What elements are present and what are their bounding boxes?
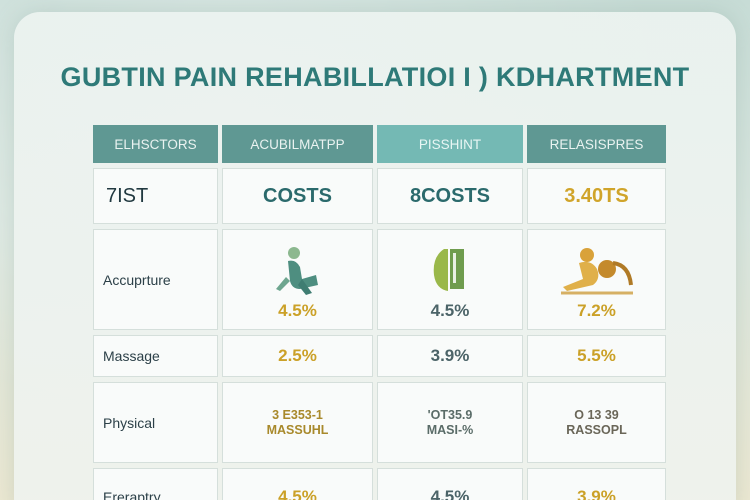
value-r3-c2-line2: MASI-%: [426, 422, 474, 437]
header-cell-1: ELHSCTORS: [93, 125, 218, 163]
value-r4-c2: 4.5%: [377, 468, 523, 500]
leaf-device-icon: [433, 249, 464, 291]
value-r2-c3: 5.5%: [527, 335, 666, 377]
value-r2-c2: 3.9%: [377, 335, 523, 377]
header-cell-4: RELASISPRES: [527, 125, 666, 163]
value-r1-c2: 4.5%: [430, 301, 470, 320]
stretching-person-icon: [275, 247, 318, 295]
page-title: GUBTIN PAIN REHABILLATIOI I ) KDHARTMENT: [60, 62, 690, 92]
massage-person-icon: [560, 248, 633, 295]
value-r4-c1: 4.5%: [222, 468, 373, 500]
value-r3-c3-line1: O 13 39: [574, 407, 619, 422]
value-r2-c1: 2.5%: [222, 335, 373, 377]
row-label-1: Accuprture: [93, 229, 218, 330]
subheader-cell-3: 8COSTS: [377, 168, 523, 224]
value-r3-c1-line1: 3 E353-1: [272, 407, 323, 422]
subheader-cell-2: COSTS: [222, 168, 373, 224]
row-label-3: Physical: [93, 382, 218, 463]
value-r3-c1-line2: MASSUHL: [266, 422, 329, 437]
row-label-4: Ereraptry: [93, 468, 218, 500]
value-r3-c2-line1: 'OT35.9: [427, 407, 473, 422]
table-cell-r3-c2: 'OT35.9 MASI-%: [377, 382, 523, 463]
subheader-cell-4: 3.40TS: [527, 168, 666, 224]
table-cell-r3-c1: 3 E353-1 MASSUHL: [222, 382, 373, 463]
table-cell-r1-c3: 7.2%: [527, 229, 666, 330]
row-label-2: Massage: [93, 335, 218, 377]
table-cell-r1-c2: 4.5%: [377, 229, 523, 330]
value-r1-c1: 4.5%: [278, 301, 317, 320]
value-r3-c3-line2: RASSOPL: [566, 422, 627, 437]
header-cell-2: ACUBILMATPP: [222, 125, 373, 163]
value-r1-c3: 7.2%: [577, 301, 616, 320]
subheader-cell-1: 7IST: [93, 168, 218, 224]
value-r4-c3: 3.9%: [527, 468, 666, 500]
comparison-table: ELHSCTORS ACUBILMATPP PISSHINT RELASISPR…: [93, 125, 666, 500]
table-cell-r1-c1: 4.5%: [222, 229, 373, 330]
table-cell-r3-c3: O 13 39 RASSOPL: [527, 382, 666, 463]
header-cell-3: PISSHINT: [377, 125, 523, 163]
